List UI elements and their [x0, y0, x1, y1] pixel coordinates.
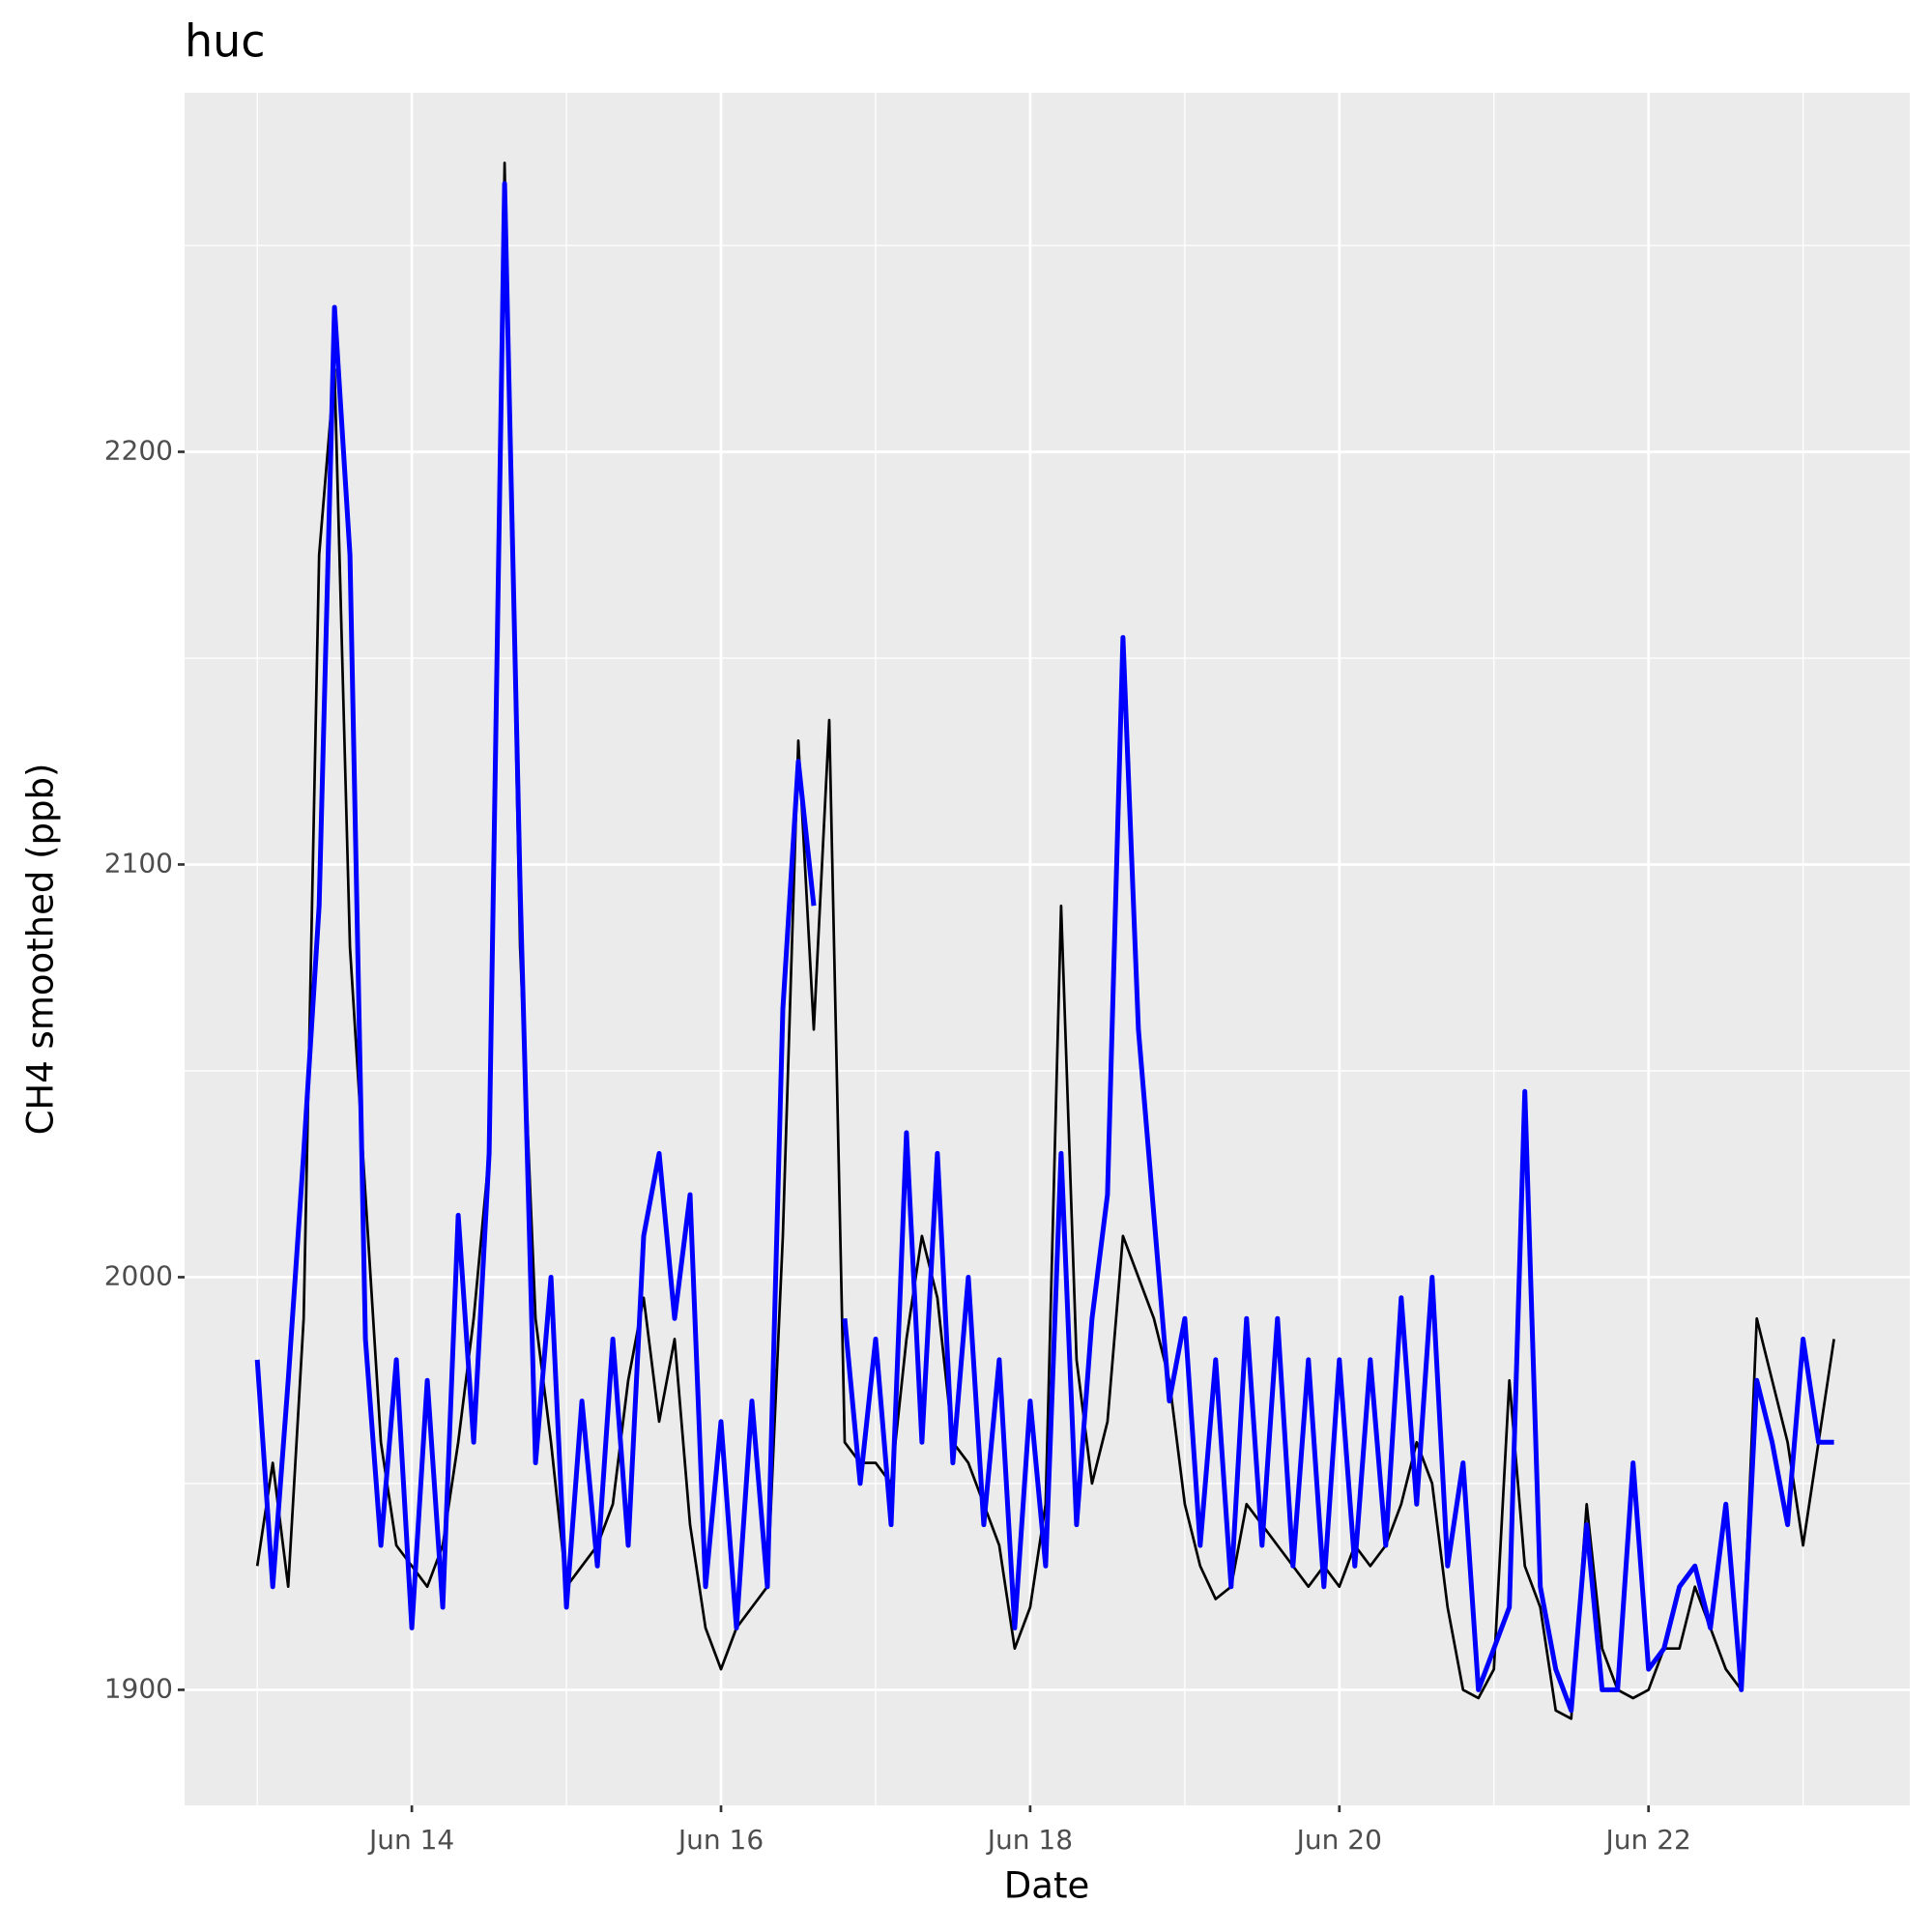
- x-tick-label: Jun 22: [1604, 1824, 1691, 1856]
- y-tick-label: 2100: [104, 847, 173, 879]
- x-tick-label: Jun 16: [677, 1824, 764, 1856]
- chart-title: huc: [185, 15, 266, 68]
- x-tick-label: Jun 18: [986, 1824, 1073, 1856]
- x-tick-label: Jun 20: [1295, 1824, 1382, 1856]
- y-tick-label: 2000: [104, 1259, 173, 1291]
- x-tick-label: Jun 14: [367, 1824, 454, 1856]
- x-axis-title: Date: [1004, 1865, 1089, 1907]
- y-tick-label: 1900: [104, 1672, 173, 1704]
- y-axis-title: CH4 smoothed (ppb): [20, 764, 62, 1136]
- line-series: [254, 181, 1834, 1714]
- y-tick-label: 2200: [104, 434, 173, 466]
